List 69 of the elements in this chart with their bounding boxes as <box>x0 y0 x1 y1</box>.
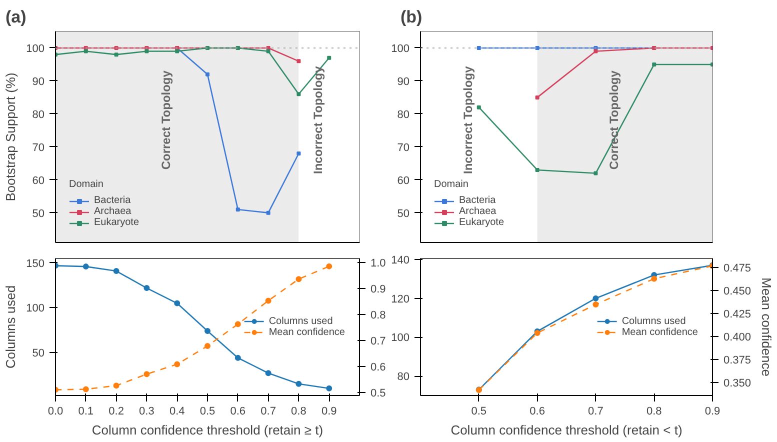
x-tick-label: 0.8 <box>646 406 662 418</box>
y-tick-label: 140 <box>391 254 410 266</box>
x-tick-label: 0.9 <box>704 406 720 418</box>
legend-label: Bacteria <box>459 195 496 206</box>
legend-label: Bacteria <box>94 195 131 206</box>
legend-label: Eukaryote <box>94 217 140 228</box>
y2-tick-label: 0.350 <box>724 378 752 390</box>
y-tick-label: 90 <box>32 76 45 88</box>
y2-tick-label: 0.8 <box>370 310 386 322</box>
band-label: Correct Topology <box>606 70 621 170</box>
y2-tick-label: 0.9 <box>370 283 386 296</box>
y-tick-label: 80 <box>32 108 45 121</box>
y-axis-title: Columns used <box>3 285 18 369</box>
y2-axis-title: Mean confidence <box>759 277 774 377</box>
y-tick-label: 60 <box>397 174 410 187</box>
y2-tick-label: 0.475 <box>724 262 752 275</box>
legend-label: Archaea <box>94 206 132 217</box>
legend-label: Mean confidence <box>268 326 345 338</box>
x-tick-label: 0.1 <box>78 406 94 418</box>
chart-title: (a) <box>6 8 26 26</box>
y-tick-label: 90 <box>397 76 410 88</box>
legend-title: Domain <box>69 179 104 190</box>
x-tick-label: 0.5 <box>471 406 487 418</box>
x-tick-label: 0.7 <box>260 406 276 418</box>
legend-title: Domain <box>434 179 470 190</box>
y2-tick-label: 0.375 <box>724 354 752 367</box>
y2-tick-label: 0.5 <box>370 388 386 400</box>
y-tick-label: 60 <box>32 174 45 187</box>
y2-tick-label: 0.7 <box>370 336 386 348</box>
y-tick-label: 100 <box>26 302 45 315</box>
y-tick-label: 150 <box>26 258 45 270</box>
band-label: Incorrect Topology <box>460 66 475 174</box>
legend-label: Eukaryote <box>459 217 504 228</box>
x-tick-label: 0.4 <box>169 406 185 418</box>
legend-label: Mean confidence <box>622 326 698 338</box>
x-tick-label: 0.8 <box>291 406 306 418</box>
y-tick-label: 100 <box>391 332 410 344</box>
y-tick-label: 100 <box>26 42 45 55</box>
y-tick-label: 80 <box>397 108 410 121</box>
y-tick-label: 70 <box>32 142 45 154</box>
y2-tick-label: 0.425 <box>724 308 752 321</box>
y-tick-label: 50 <box>32 208 45 220</box>
y-tick-label: 120 <box>391 293 410 306</box>
x-tick-label: 0.2 <box>108 406 124 418</box>
x-axis-title: Column confidence threshold (retain ≥ t) <box>92 422 324 438</box>
x-axis-title: Column confidence threshold (retain < t) <box>450 422 682 438</box>
y-tick-label: 70 <box>397 142 410 154</box>
chart-title: (b) <box>400 8 422 26</box>
x-tick-label: 0.5 <box>200 406 216 418</box>
y2-tick-label: 0.400 <box>724 332 752 344</box>
y-tick-label: 50 <box>397 208 410 220</box>
legend-label: Columns used <box>622 316 686 326</box>
legend-label: Columns used <box>268 316 333 326</box>
legend-label: Archaea <box>459 206 496 217</box>
y-axis-title: Bootstrap Support (%) <box>3 72 18 202</box>
band-label: Correct Topology <box>159 70 174 170</box>
x-tick-label: 0.6 <box>530 406 545 418</box>
y2-tick-label: 0.450 <box>724 286 752 298</box>
y-tick-label: 100 <box>391 42 410 55</box>
x-tick-label: 0.3 <box>139 406 154 418</box>
x-tick-label: 0.6 <box>230 406 246 418</box>
y2-tick-label: 0.6 <box>370 362 386 374</box>
band-label: Incorrect Topology <box>311 66 326 174</box>
y-tick-label: 50 <box>32 348 45 360</box>
x-tick-label: 0.0 <box>48 406 64 418</box>
x-tick-label: 0.7 <box>588 406 604 418</box>
x-tick-label: 0.9 <box>321 406 337 418</box>
y2-tick-label: 1.0 <box>370 257 386 270</box>
y-tick-label: 80 <box>397 371 410 384</box>
